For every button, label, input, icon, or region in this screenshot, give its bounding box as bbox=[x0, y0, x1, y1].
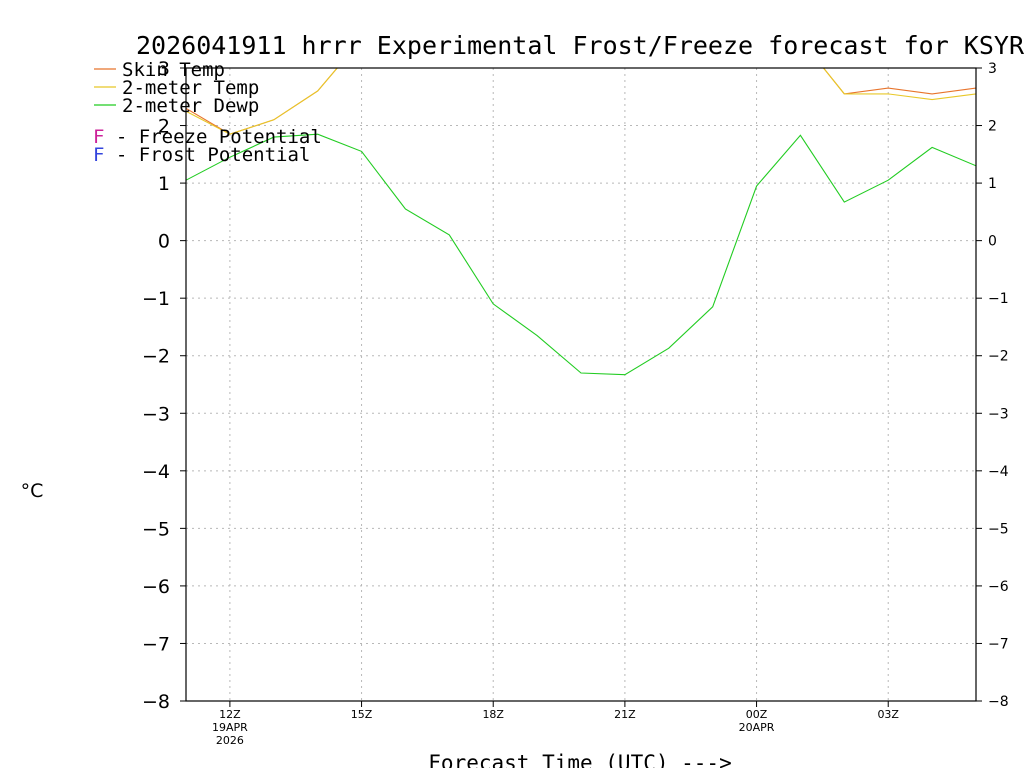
y-tick-label-right: 0 bbox=[988, 234, 997, 250]
x-tick-sublabel: 2026 bbox=[216, 734, 244, 747]
y-tick-label: 3 bbox=[158, 58, 170, 80]
y-tick-label: −5 bbox=[142, 518, 170, 540]
y-tick-label-right: −1 bbox=[988, 291, 1009, 307]
y-tick-label: −1 bbox=[142, 288, 170, 310]
x-tick-label: 00Z bbox=[746, 708, 768, 721]
y-tick-label-right: −6 bbox=[988, 579, 1009, 595]
x-tick-label: 03Z bbox=[877, 708, 899, 721]
y-axis-label: °C bbox=[21, 480, 44, 502]
y-axis-right: 3 2 1 0 −1 −2 −3 −4 −5 −6 −7 −8 bbox=[976, 61, 1009, 710]
y-tick-label: −3 bbox=[142, 403, 170, 425]
y-tick-label: −4 bbox=[142, 461, 170, 483]
y-tick-label: 2 bbox=[158, 116, 170, 138]
series-line-2-meter-dewp bbox=[186, 133, 976, 376]
x-tick-label: 15Z bbox=[351, 708, 373, 721]
x-tick-sublabel: 20APR bbox=[739, 721, 775, 734]
y-tick-label: 1 bbox=[158, 173, 170, 195]
x-tick-label: 21Z bbox=[614, 708, 636, 721]
chart-title: 2026041911 hrrr Experimental Frost/Freez… bbox=[136, 31, 1024, 60]
legend-potential-label: F - Frost Potential bbox=[93, 144, 310, 166]
series-lines bbox=[186, 68, 976, 376]
y-tick-label-right: −4 bbox=[988, 464, 1009, 480]
y-tick-label-right: −2 bbox=[988, 349, 1009, 365]
x-tick-label: 12Z bbox=[219, 708, 241, 721]
y-tick-label-right: −8 bbox=[988, 694, 1009, 710]
x-axis-label: Forecast Time (UTC) ---> bbox=[428, 751, 731, 768]
legend-label: 2-meter Temp bbox=[122, 77, 259, 99]
y-tick-label: −6 bbox=[142, 576, 170, 598]
series-line-skin-temp bbox=[186, 68, 976, 135]
x-tick-sublabel: 19APR bbox=[212, 721, 248, 734]
y-tick-label: −2 bbox=[142, 346, 170, 368]
y-tick-label: −7 bbox=[142, 633, 170, 655]
plot-frame bbox=[185, 67, 977, 702]
y-tick-label-right: 3 bbox=[988, 61, 997, 77]
legend-potential-symbol: F bbox=[93, 144, 104, 166]
y-tick-label-right: 1 bbox=[988, 176, 997, 192]
legend-label: Skin Temp bbox=[122, 59, 225, 81]
legend-potential-text: - Freeze Potential bbox=[104, 126, 321, 148]
y-tick-label: 0 bbox=[158, 231, 170, 253]
series-line-2-meter-temp bbox=[186, 68, 976, 135]
legend-potential-symbol: F bbox=[93, 126, 104, 148]
legend-label: 2-meter Dewp bbox=[122, 95, 259, 117]
y-tick-label-right: 2 bbox=[988, 119, 997, 135]
legend-potential-text: - Frost Potential bbox=[104, 144, 310, 166]
y-tick-label-right: −7 bbox=[988, 636, 1009, 652]
x-tick-label: 18Z bbox=[482, 708, 504, 721]
y-tick-label: −8 bbox=[142, 691, 170, 713]
legend-potential-label: F - Freeze Potential bbox=[93, 126, 322, 148]
y-axis-left: 3 2 1 0 −1 −2 −3 −4 −5 −6 −7 −8 bbox=[142, 58, 186, 713]
y-tick-label-right: −5 bbox=[988, 521, 1009, 537]
y-tick-label-right: −3 bbox=[988, 406, 1009, 422]
